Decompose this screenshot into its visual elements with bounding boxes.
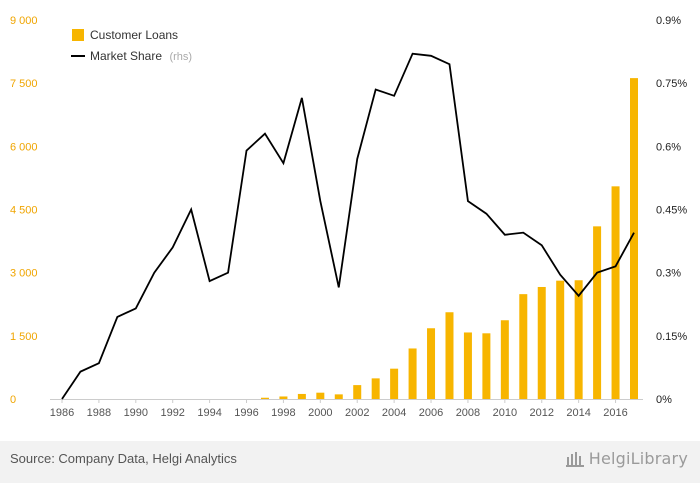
customer-loans-bar [316, 392, 325, 399]
legend-label-market-share-suffix: (rhs) [169, 51, 192, 63]
x-tick-label: 2016 [603, 407, 627, 419]
legend-swatch-customer-loans [72, 29, 84, 41]
customer-loans-bar [427, 328, 436, 399]
customer-loans-bar [574, 280, 583, 399]
legend-label-customer-loans: Customer Loans [90, 28, 178, 42]
y-left-tick-label: 9 000 [10, 15, 38, 27]
customer-loans-bar [279, 396, 288, 399]
library-building-icon [565, 451, 584, 467]
x-tick-label: 1990 [124, 407, 148, 419]
y-right-tick-label: 0.15% [656, 331, 687, 343]
x-tick-label: 2004 [382, 407, 406, 419]
customer-loans-bar [371, 378, 380, 399]
x-tick-label: 1986 [50, 407, 74, 419]
x-tick-label: 2014 [566, 407, 590, 419]
x-tick-label: 2010 [493, 407, 517, 419]
customer-loans-bar [556, 280, 565, 399]
customer-loans-bar [297, 393, 306, 399]
legend-label-market-share: Market Share [90, 49, 162, 63]
market-share-line-layer [61, 52, 635, 400]
market-share-line [61, 52, 635, 400]
y-right-tick-label: 0.45% [656, 205, 687, 217]
y-left-tick-label: 6 000 [10, 141, 38, 153]
customer-loans-bars [260, 78, 638, 399]
customer-loans-bar [593, 226, 602, 399]
helgi-library-logo[interactable]: HelgiLibrary [565, 449, 688, 468]
y-left-tick-label: 4 500 [10, 205, 38, 217]
customer-loans-bar [408, 348, 417, 399]
legend[interactable]: Customer Loans Market Share (rhs) [71, 28, 192, 64]
y-left-tick-label: 7 500 [10, 78, 38, 90]
x-axis-ticks: 1986 1988 1990 1992 1994 1996 1998 2000 2002 2004… [50, 399, 628, 419]
x-tick-label: 2000 [308, 407, 332, 419]
customer-loans-bar [353, 385, 362, 399]
customer-loans-bar [519, 294, 528, 399]
customer-loans-bar [482, 333, 491, 399]
x-tick-label: 1996 [234, 407, 258, 419]
customer-loans-bar [537, 286, 546, 399]
customer-loans-bar [630, 78, 638, 399]
x-tick-label: 2002 [345, 407, 369, 419]
customer-loans-bar [463, 332, 472, 399]
x-tick-label: 2012 [529, 407, 553, 419]
x-tick-label: 1994 [197, 407, 221, 419]
x-tick-label: 1992 [160, 407, 184, 419]
x-tick-label: 2006 [419, 407, 443, 419]
x-tick-label: 1988 [87, 407, 111, 419]
legend-label-market-share-row: Market Share (rhs) [90, 47, 192, 64]
customer-loans-bar [445, 312, 454, 399]
y-left-tick-label: 1 500 [10, 331, 38, 343]
footer: Source: Company Data, Helgi Analytics He… [0, 441, 700, 483]
y-left-tick-label: 3 000 [10, 268, 38, 280]
left-axis-ticks: 0 1 500 3 000 4 500 6 000 7 500 9 000 [10, 15, 38, 406]
y-right-tick-label: 0.6% [656, 141, 681, 153]
y-left-tick-label: 0 [10, 394, 16, 406]
y-right-tick-label: 0.9% [656, 15, 681, 27]
customer-loans-bar [611, 186, 620, 399]
x-tick-label: 1998 [271, 407, 295, 419]
right-axis-ticks: 0% 0.15% 0.3% 0.45% 0.6% 0.75% 0.9% [656, 15, 687, 406]
x-tick-label: 2008 [456, 407, 480, 419]
customer-loans-bar [390, 368, 399, 399]
customer-loans-bar [500, 320, 509, 399]
y-right-tick-label: 0.3% [656, 268, 681, 280]
y-right-tick-label: 0.75% [656, 78, 687, 90]
customer-loans-bar [334, 394, 343, 399]
customer-loans-bar [260, 397, 269, 399]
source-text: Source: Company Data, Helgi Analytics [10, 451, 237, 466]
logo-text: HelgiLibrary [588, 449, 688, 468]
y-right-tick-label: 0% [656, 394, 672, 406]
